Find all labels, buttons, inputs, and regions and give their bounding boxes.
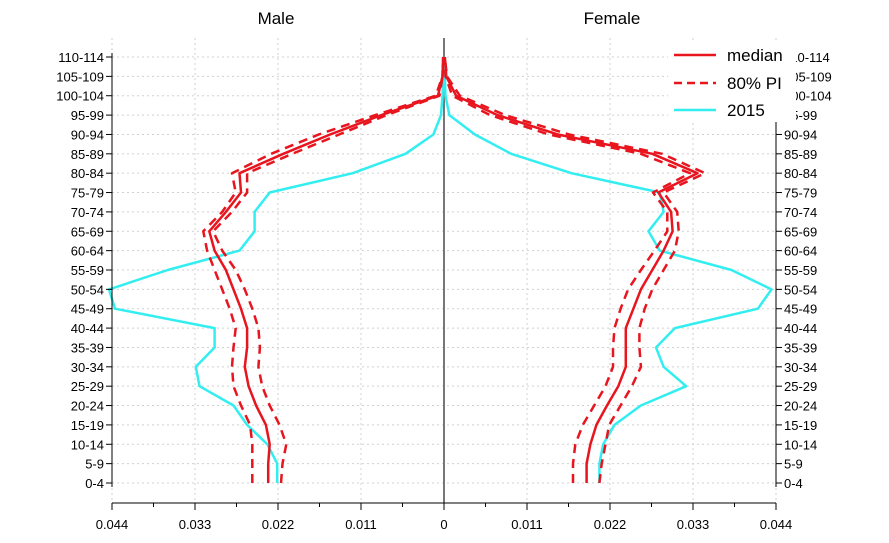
x-tick-label-5: 0.011	[511, 517, 543, 532]
y-tick-label-left-50-54: 50-54	[71, 282, 104, 297]
y-tick-label-left-10-14: 10-14	[71, 437, 104, 452]
legend-label-median: median	[727, 46, 783, 65]
y-tick-label-right-35-39: 35-39	[784, 340, 817, 355]
y-tick-label-left-55-59: 55-59	[71, 263, 104, 278]
series-median-male-line	[208, 56, 445, 483]
y-tick-label-left-80-84: 80-84	[71, 166, 104, 181]
series-pi-female-high-line	[443, 56, 707, 484]
y-tick-label-right-40-44: 40-44	[784, 321, 817, 336]
y-tick-label-right-20-24: 20-24	[784, 399, 817, 414]
y-tick-label-right-30-34: 30-34	[784, 360, 817, 375]
y-tick-label-left-85-89: 85-89	[71, 147, 104, 162]
y-tick-label-left-25-29: 25-29	[71, 379, 104, 394]
y-tick-label-right-80-84: 80-84	[784, 166, 817, 181]
y-tick-label-left-0-4: 0-4	[85, 476, 104, 491]
y-tick-label-right-65-69: 65-69	[784, 224, 817, 239]
x-tick-label-0: 0.044	[96, 517, 129, 532]
y-tick-label-right-75-79: 75-79	[784, 186, 817, 201]
y-tick-label-left-20-24: 20-24	[71, 399, 104, 414]
series-pi-female-low-line	[443, 56, 692, 483]
y-tick-label-left-60-64: 60-64	[71, 244, 104, 259]
y-tick-label-left-90-94: 90-94	[71, 127, 104, 142]
y-tick-label-left-65-69: 65-69	[71, 224, 104, 239]
y-tick-label-right-45-49: 45-49	[784, 302, 817, 317]
legend-label-pi: 80% PI	[727, 74, 782, 93]
y-tick-label-left-100-104: 100-104	[56, 89, 104, 104]
y-tick-label-left-40-44: 40-44	[71, 321, 104, 336]
series-layer	[107, 56, 773, 484]
y-tick-label-left-15-19: 15-19	[71, 418, 104, 433]
y-tick-label-left-75-79: 75-79	[71, 186, 104, 201]
legend: median 80% PI 2015	[668, 42, 796, 122]
x-tick-label-4: 0	[440, 517, 447, 532]
series-pi-male-low-line	[211, 56, 445, 484]
series-median-female-line	[443, 56, 699, 483]
y-tick-label-left-105-109: 105-109	[56, 69, 104, 84]
y-tick-label-right-10-14: 10-14	[784, 437, 817, 452]
y-tick-label-left-95-99: 95-99	[71, 108, 104, 123]
y-tick-label-right-85-89: 85-89	[784, 147, 817, 162]
y-tick-label-right-0-4: 0-4	[784, 476, 803, 491]
y-tick-label-right-60-64: 60-64	[784, 244, 817, 259]
y-tick-label-left-5-9: 5-9	[85, 457, 104, 472]
x-tick-label-8: 0.044	[760, 517, 793, 532]
x-axis: 0.044 0.033 0.022 0.011 0 0.011 0.022 0.033 0.04…	[96, 502, 793, 532]
x-tick-label-6: 0.022	[594, 517, 627, 532]
y-tick-label-left-110-114: 110-114	[58, 50, 104, 65]
y-tick-label-left-70-74: 70-74	[71, 205, 104, 220]
x-tick-label-1: 0.033	[179, 517, 212, 532]
y-tick-label-right-50-54: 50-54	[784, 282, 817, 297]
series-2015-female-line	[443, 57, 773, 483]
y-tick-label-right-15-19: 15-19	[784, 418, 817, 433]
y-tick-label-left-30-34: 30-34	[71, 360, 104, 375]
series-2015-male-line	[107, 57, 445, 483]
y-tick-label-right-55-59: 55-59	[784, 263, 817, 278]
y-tick-label-left-45-49: 45-49	[71, 302, 104, 317]
panel-title-female: Female	[584, 9, 641, 28]
x-tick-label-3: 0.011	[345, 517, 377, 532]
panel-title-male: Male	[258, 9, 295, 28]
y-tick-label-right-90-94: 90-94	[784, 127, 817, 142]
y-tick-label-right-25-29: 25-29	[784, 379, 817, 394]
x-tick-label-7: 0.033	[677, 517, 710, 532]
y-tick-label-right-5-9: 5-9	[784, 457, 803, 472]
x-tick-label-2: 0.022	[262, 517, 295, 532]
legend-label-2015: 2015	[727, 101, 765, 120]
y-axis-left: 0-4 5-9 10-14 15-19 20-24 25-29 30-34 35-39 40-4…	[56, 50, 113, 491]
y-tick-label-left-35-39: 35-39	[71, 340, 104, 355]
y-tick-label-right-70-74: 70-74	[784, 205, 817, 220]
